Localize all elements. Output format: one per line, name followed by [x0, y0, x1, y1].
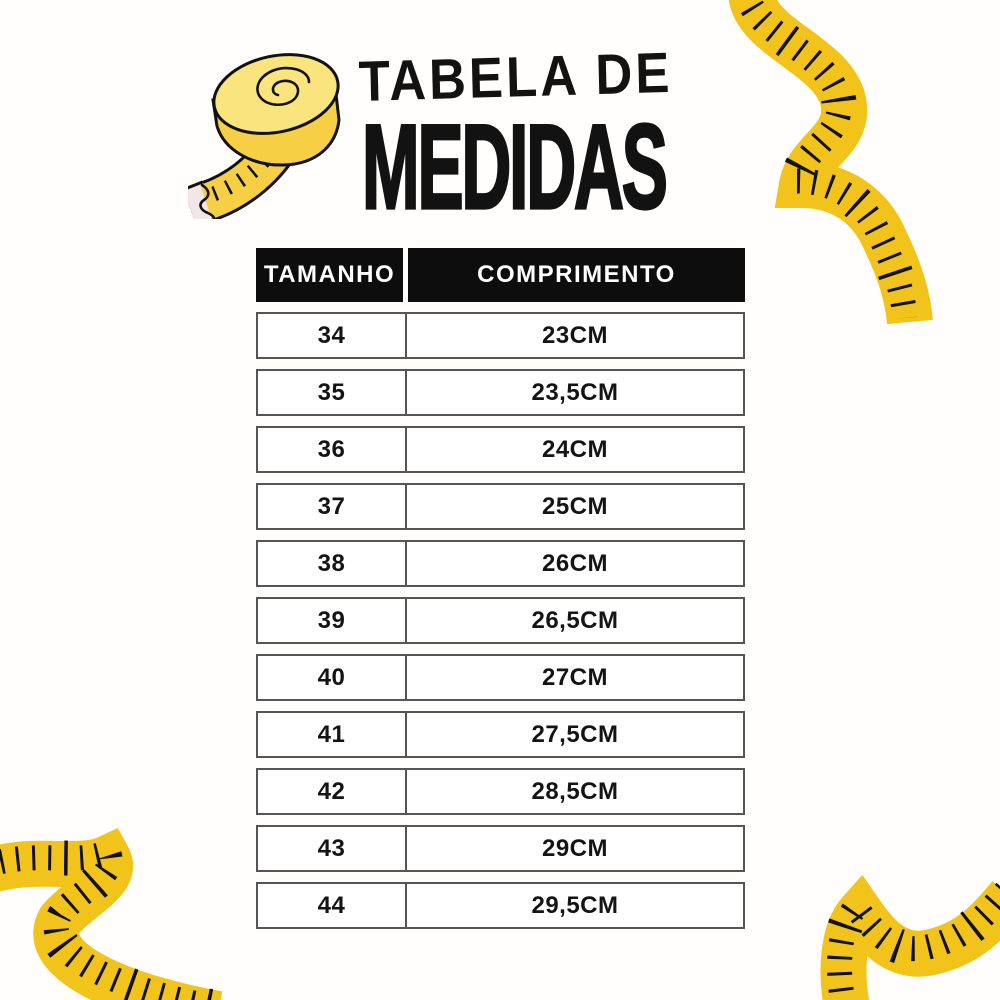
size-cell: 43: [258, 827, 407, 870]
table-header-row: TAMANHO COMPRIMENTO: [256, 248, 745, 302]
page-title-line2: MEDIDAS: [0, 99, 1000, 236]
length-cell: 24CM: [541, 435, 609, 463]
length-cell: 27,5CM: [531, 720, 619, 748]
length-cell: 25CM: [541, 492, 609, 520]
length-cell: 29CM: [541, 834, 609, 862]
length-cell: 23,5CM: [531, 378, 619, 406]
table-row: 44 29,5CM: [256, 882, 745, 929]
size-cell: 38: [258, 542, 407, 585]
page-title-line1: TABELA DE: [0, 41, 1000, 114]
tape-ribbon-icon: [0, 828, 223, 1000]
size-cell: 36: [258, 428, 407, 471]
size-cell: 41: [258, 713, 407, 756]
table-row: 40 27CM: [256, 654, 745, 701]
table-row: 42 28,5CM: [256, 768, 745, 815]
length-cell: 28,5CM: [531, 777, 619, 805]
size-table-body: 34 23CM 35 23,5CM 36 24CM 37 25CM 38 26CM 39 26,5CM…: [256, 312, 745, 929]
header-comprimento: COMPRIMENTO: [477, 261, 676, 288]
table-row: 36 24CM: [256, 426, 745, 473]
size-cell: 37: [258, 485, 407, 528]
size-cell: 34: [258, 314, 407, 357]
length-cell: 26,5CM: [531, 606, 619, 634]
title-text-medidas: MEDIDAS: [361, 99, 669, 236]
size-cell: 42: [258, 770, 407, 813]
length-cell: 29,5CM: [531, 891, 619, 919]
table-row: 39 26,5CM: [256, 597, 745, 644]
table-row: 35 23,5CM: [256, 369, 745, 416]
header-tamanho: TAMANHO: [256, 248, 408, 302]
size-cell: 39: [258, 599, 407, 642]
table-row: 43 29CM: [256, 825, 745, 872]
size-cell: 40: [258, 656, 407, 699]
length-cell: 27CM: [541, 663, 609, 691]
table-row: 38 26CM: [256, 540, 745, 587]
table-row: 34 23CM: [256, 312, 745, 359]
table-row: 41 27,5CM: [256, 711, 745, 758]
size-table: TAMANHO COMPRIMENTO 34 23CM 35 23,5CM 36 24CM…: [256, 248, 745, 929]
size-cell: 44: [258, 884, 407, 927]
length-cell: 23CM: [541, 321, 609, 349]
table-row: 37 25CM: [256, 483, 745, 530]
size-cell: 35: [258, 371, 407, 414]
length-cell: 26CM: [541, 549, 609, 577]
tape-ribbon-icon: [820, 874, 1000, 1000]
